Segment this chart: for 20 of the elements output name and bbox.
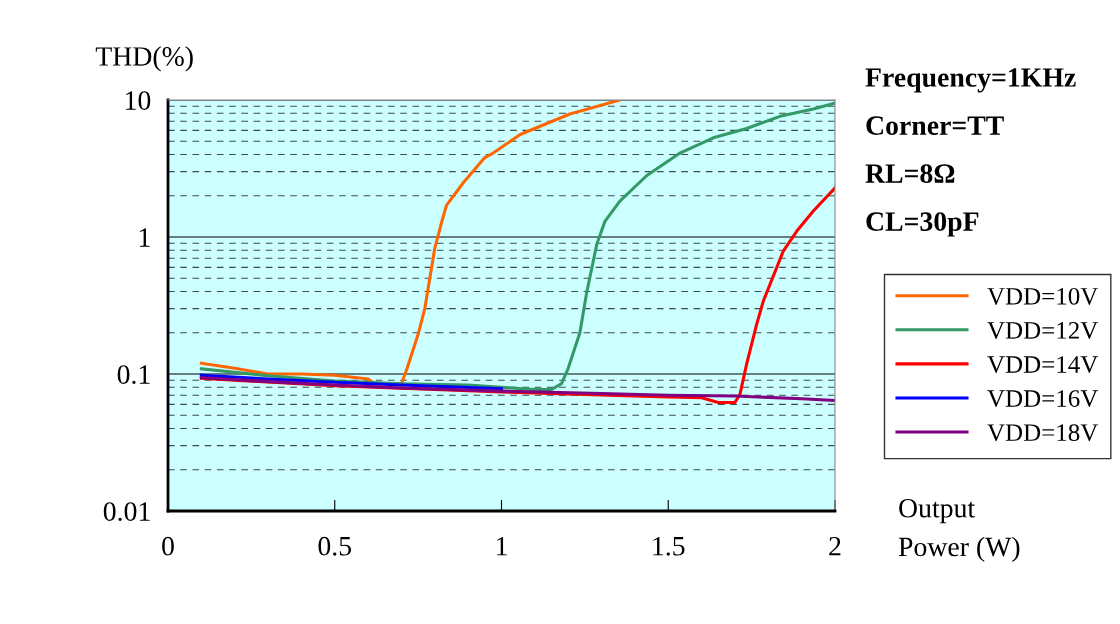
- text: Corner=TT: [866, 116, 1004, 135]
- y-axis-title: THD(%): [95, 46, 193, 72]
- legend-label: VDD=14V: [987, 356, 1099, 374]
- y-tick-label: 0.01: [103, 502, 150, 522]
- x-tick-label: 1: [497, 536, 507, 556]
- text: CL=30pF: [866, 212, 979, 237]
- x-axis-title: Output Power (W): [898, 498, 1020, 562]
- x-tick-label: 0.5: [318, 536, 352, 556]
- x-tick-label: 1.5: [653, 536, 685, 556]
- legend-label: VDD=16V: [987, 390, 1099, 408]
- legend-label: VDD=10V: [987, 287, 1099, 305]
- text: Frequency=1KHz: [865, 68, 1076, 93]
- legend-label: VDD=18V: [987, 424, 1099, 442]
- y-tick-label: 1: [139, 228, 150, 247]
- y-tick-label: 10: [126, 91, 151, 110]
- legend-label: VDD=12V: [987, 322, 1099, 339]
- text: RL=8Ω: [865, 164, 955, 183]
- x-tick-label: 2: [829, 536, 841, 556]
- x-tick-label: 0: [162, 536, 174, 556]
- y-tick-label: 0.1: [117, 365, 150, 385]
